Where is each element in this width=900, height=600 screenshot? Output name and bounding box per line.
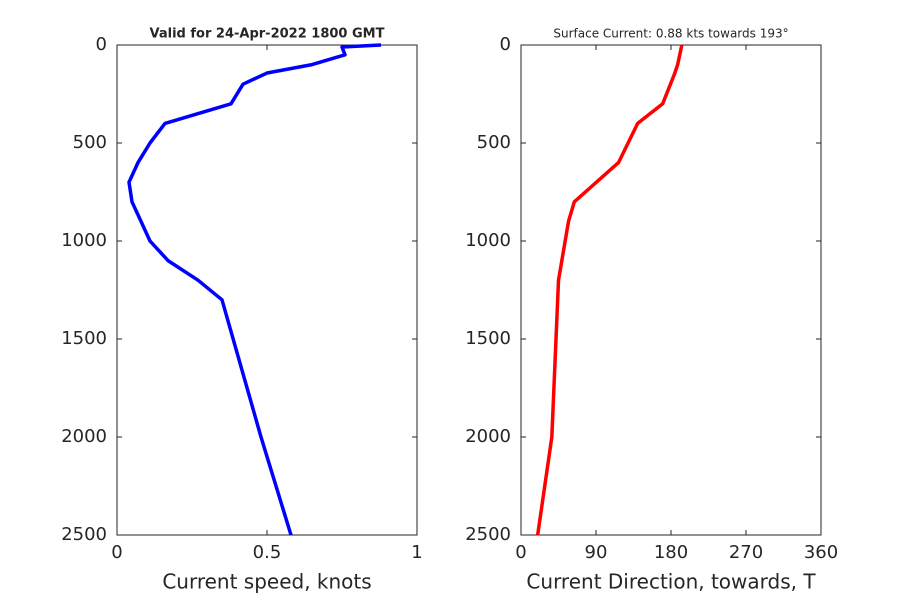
x-tick-label: 0.5	[253, 542, 282, 563]
axes-box	[520, 44, 822, 536]
x-tick-label: 90	[585, 542, 608, 563]
x-tick-label: 270	[729, 542, 763, 563]
y-tick-label: 2500	[61, 524, 107, 545]
y-tick-label: 1000	[61, 230, 107, 251]
data-line	[127, 43, 382, 536]
y-tick-label: 1500	[61, 328, 107, 349]
x-tick-label: 1	[411, 542, 422, 563]
x-axis-label: Current Direction, towards, T	[526, 570, 816, 594]
y-tick-label: 1500	[465, 328, 511, 349]
x-tick-label: 0	[111, 542, 122, 563]
x-axis-label: Current speed, knots	[162, 570, 371, 594]
x-tick-label: 0	[515, 542, 526, 563]
y-tick-label: 0	[96, 34, 107, 55]
x-tick-label: 360	[804, 542, 838, 563]
chart-title: Valid for 24-Apr-2022 1800 GMT	[150, 27, 385, 42]
data-line	[535, 44, 684, 536]
chart-title: Surface Current: 0.88 kts towards 193°	[553, 27, 788, 41]
y-tick-label: 500	[73, 132, 107, 153]
y-tick-label: 2000	[61, 426, 107, 447]
y-tick-label: 500	[477, 132, 511, 153]
y-tick-label: 0	[500, 34, 511, 55]
y-tick-label: 1000	[465, 230, 511, 251]
x-tick-label: 180	[654, 542, 688, 563]
y-tick-label: 2000	[465, 426, 511, 447]
y-tick-label: 2500	[465, 524, 511, 545]
